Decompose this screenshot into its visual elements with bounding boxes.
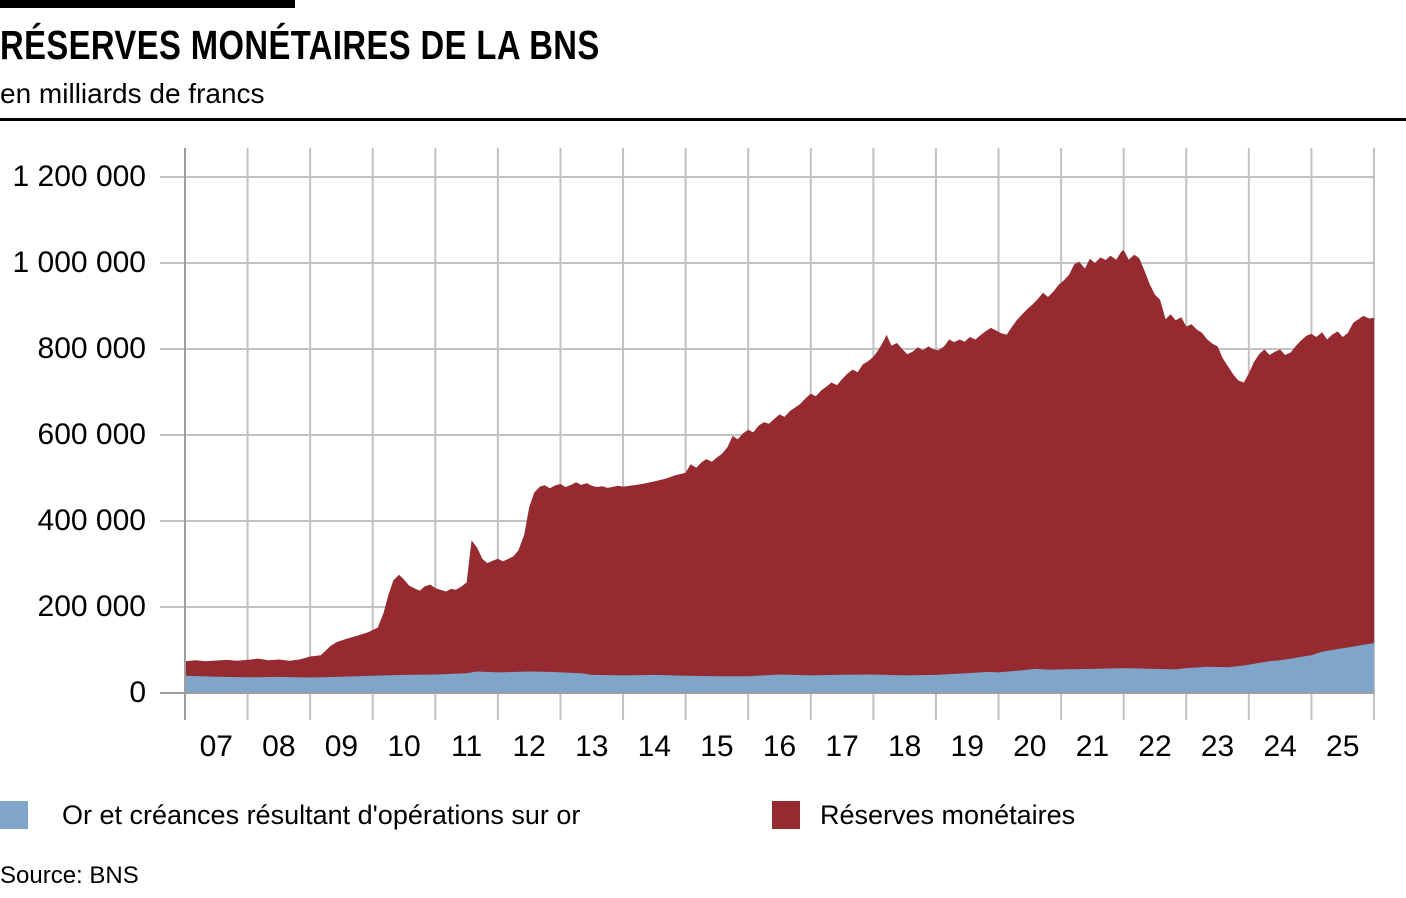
- y-axis-tick-label: 1 200 000: [12, 160, 146, 193]
- x-axis-tick-label: 13: [575, 730, 609, 763]
- y-axis-tick-label: 1 000 000: [12, 246, 146, 279]
- x-axis-tick-label: 19: [950, 730, 984, 763]
- y-axis-tick-label: 600 000: [37, 418, 146, 451]
- x-axis-tick-label: 09: [324, 730, 359, 763]
- x-axis-tick-label: 12: [512, 730, 546, 763]
- legend-item-reserves: Réserves monétaires: [772, 800, 1075, 830]
- x-axis-tick-label: 07: [199, 730, 233, 763]
- x-axis-tick-label: 08: [262, 730, 296, 763]
- y-axis-tick-label: 400 000: [37, 504, 146, 537]
- x-axis-tick-label: 25: [1326, 730, 1360, 763]
- header-divider: [0, 118, 1406, 121]
- x-axis-tick-label: 17: [825, 730, 859, 763]
- gold-legend-label: Or et créances résultant d'opérations su…: [62, 800, 581, 830]
- x-axis-tick-label: 14: [637, 730, 672, 763]
- page-title: RÉSERVES MONÉTAIRES DE LA BNS: [0, 22, 600, 68]
- x-axis-tick-label: 20: [1013, 730, 1047, 763]
- x-axis-tick-label: 21: [1075, 730, 1110, 763]
- legend-item-gold: Or et créances résultant d'opérations su…: [0, 800, 580, 830]
- page-subtitle: en milliards de francs: [0, 78, 265, 109]
- x-axis-tick-label: 24: [1263, 730, 1297, 763]
- x-axis-tick-label: 11: [451, 730, 483, 763]
- x-axis-tick-label: 16: [762, 730, 797, 763]
- x-axis-tick-label: 23: [1200, 730, 1235, 763]
- x-axis-tick-label: 18: [887, 730, 922, 763]
- source-note: Source: BNS: [0, 862, 139, 889]
- y-axis-tick-label: 200 000: [37, 590, 146, 623]
- y-axis-tick-label: 0: [129, 676, 146, 709]
- x-axis-tick-label: 15: [700, 730, 734, 763]
- y-axis-tick-label: 800 000: [37, 332, 146, 365]
- reserves-legend-swatch: [772, 801, 800, 829]
- gold-area: [185, 643, 1374, 693]
- reserves-area: [185, 250, 1374, 693]
- gold-legend-swatch: [0, 801, 28, 829]
- top-accent-bar: [0, 0, 295, 8]
- reserves-legend-label: Réserves monétaires: [820, 800, 1076, 830]
- x-axis-tick-label: 22: [1138, 730, 1172, 763]
- x-axis-tick-label: 10: [387, 730, 421, 763]
